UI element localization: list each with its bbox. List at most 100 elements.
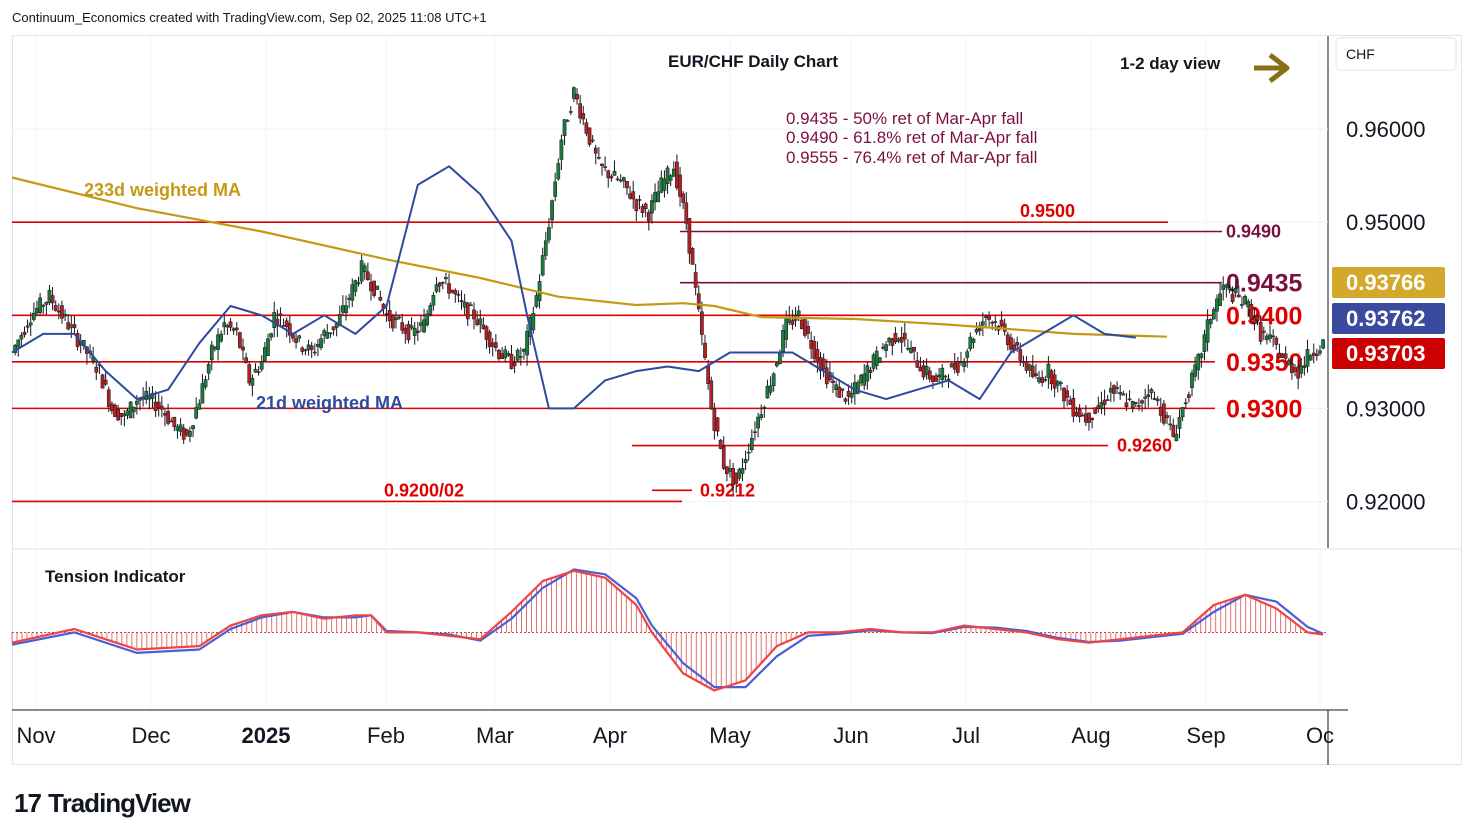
candle (316, 339, 320, 357)
candle-body (1077, 408, 1082, 418)
candle (918, 356, 923, 372)
candle (172, 416, 177, 432)
candle-body (949, 363, 954, 368)
candle (659, 170, 664, 194)
candle (887, 336, 892, 346)
candle (422, 308, 426, 334)
candle-body (678, 174, 682, 197)
candle (1052, 368, 1057, 398)
candle (419, 315, 423, 333)
candle-body (934, 375, 938, 382)
x-tick-label: Sep (1186, 723, 1225, 748)
candle (625, 180, 629, 195)
candle-body (50, 295, 55, 304)
candle-body (428, 305, 433, 315)
candle-body (1115, 387, 1119, 389)
x-tick-label: Feb (367, 723, 405, 748)
candle-body (609, 176, 614, 179)
candle (1108, 381, 1113, 402)
candle-body (494, 342, 498, 348)
candle (640, 203, 645, 218)
candle-body (637, 199, 642, 201)
tension-indicator (11, 568, 1328, 692)
candle-body (475, 319, 479, 325)
logo-text: TradingView (48, 788, 191, 818)
candle (543, 231, 548, 261)
candle (940, 363, 945, 388)
time-axis[interactable]: Nov Dec 2025 Feb Mar Apr May Jun Jul Aug Sep Oc (16, 723, 1334, 748)
candle-body (1065, 390, 1069, 398)
candle (66, 314, 71, 331)
candle-body (312, 351, 317, 354)
tradingview-logo[interactable]: 17 TradingView (14, 788, 191, 819)
candle-body (815, 349, 820, 363)
candle-body (256, 371, 261, 373)
candle (971, 337, 976, 349)
candle-body (687, 218, 692, 254)
candle-body (1149, 389, 1154, 393)
candle (896, 337, 901, 344)
candle (266, 333, 270, 357)
candle-body (1102, 399, 1107, 405)
candle (999, 311, 1004, 329)
currency-box[interactable] (1335, 37, 1457, 71)
candle (525, 324, 529, 366)
candle-body (871, 354, 876, 369)
candle (996, 324, 1001, 335)
candle (746, 443, 751, 462)
candle (219, 330, 224, 343)
candle-body (862, 373, 867, 386)
candle (877, 357, 882, 364)
candle (1255, 314, 1260, 326)
candle-body (534, 295, 539, 307)
candle (319, 333, 323, 351)
candle (406, 320, 411, 344)
candle-body (225, 325, 230, 328)
candle-body (778, 352, 782, 365)
candle-body (843, 398, 848, 402)
candle (22, 326, 27, 338)
candle (949, 362, 954, 368)
candle-body (846, 391, 851, 397)
candle (156, 393, 161, 417)
candle (600, 163, 604, 176)
candle-body (22, 331, 27, 336)
candle-body (1202, 334, 1207, 352)
candle (213, 346, 217, 352)
candle-body (197, 403, 202, 410)
candle (1177, 409, 1182, 439)
x-tick-label: Jun (833, 723, 868, 748)
candle (1233, 279, 1238, 298)
candle-body (247, 364, 252, 384)
candle-body (47, 289, 52, 303)
candle-body (384, 313, 389, 315)
candle-body (987, 315, 991, 320)
candle (1187, 391, 1191, 403)
price-axis[interactable]: 0.96000 0.95000 0.93000 0.92000 0.93766 0.937… (1332, 117, 1445, 514)
candle-body (709, 380, 714, 410)
candle (153, 391, 158, 418)
candle (1152, 391, 1157, 401)
candle-body (234, 327, 239, 331)
candle-body (490, 342, 495, 347)
candle (312, 343, 317, 356)
candle-body (250, 378, 255, 386)
candle (899, 326, 904, 353)
candle-body (487, 331, 492, 348)
candle (1265, 333, 1269, 345)
candle-body (628, 193, 632, 199)
candle-body (603, 166, 607, 168)
candle (38, 292, 42, 316)
candle-body (924, 365, 929, 375)
candle-body (362, 265, 367, 272)
candle (700, 301, 704, 346)
candle-body (621, 177, 626, 182)
candle-body (222, 322, 227, 328)
candle (881, 343, 885, 350)
candle-body (725, 466, 729, 475)
candle-body (1093, 407, 1098, 414)
price-badge-label: 0.93703 (1346, 341, 1426, 366)
candle-body (993, 321, 998, 323)
candle-body (1180, 406, 1185, 418)
